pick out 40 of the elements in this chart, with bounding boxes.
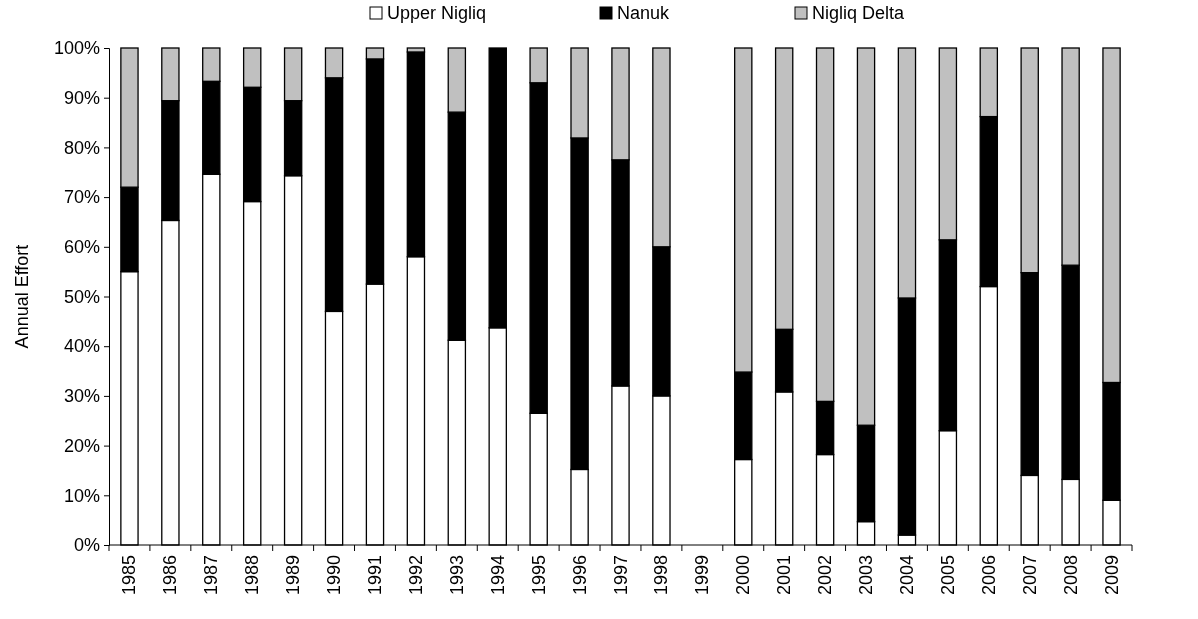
x-tick-label: 2009 bbox=[1101, 555, 1122, 596]
x-tick-label: 1989 bbox=[283, 555, 304, 596]
y-tick-label: 80% bbox=[63, 137, 100, 158]
x-tick-label: 1991 bbox=[364, 555, 385, 596]
y-axis-title: Annual Effort bbox=[12, 244, 32, 349]
x-tick-label: 1993 bbox=[446, 555, 467, 596]
y-tick-label: 60% bbox=[63, 237, 100, 258]
x-tick-label: 2000 bbox=[733, 555, 754, 596]
y-tick-label: 100% bbox=[53, 38, 100, 59]
x-tick-label: 2002 bbox=[815, 555, 836, 596]
y-tick-label: 40% bbox=[63, 336, 100, 357]
x-tick-label: 1987 bbox=[201, 555, 222, 596]
x-tick-label: 2003 bbox=[856, 555, 877, 596]
x-tick-label: 1988 bbox=[242, 555, 263, 596]
x-tick-label: 1996 bbox=[569, 555, 590, 596]
x-tick-label: 2004 bbox=[896, 555, 917, 596]
y-tick-label: 30% bbox=[63, 386, 100, 407]
x-tick-label: 1995 bbox=[528, 555, 549, 596]
x-tick-label: 1986 bbox=[160, 555, 181, 596]
x-tick-label: 2001 bbox=[774, 555, 795, 596]
y-tick-label: 0% bbox=[73, 535, 100, 556]
legend-label: Upper Nigliq bbox=[387, 3, 487, 23]
y-tick-label: 90% bbox=[63, 87, 100, 108]
legend-label: Nanuk bbox=[617, 3, 671, 23]
y-tick-label: 10% bbox=[63, 485, 100, 506]
x-tick-label: 1998 bbox=[651, 555, 672, 596]
x-tick-label: 1992 bbox=[405, 555, 426, 596]
y-tick-label: 20% bbox=[63, 435, 100, 456]
x-tick-label: 1999 bbox=[692, 555, 713, 596]
x-tick-label: 2005 bbox=[937, 555, 958, 596]
x-tick-label: 2008 bbox=[1060, 555, 1081, 596]
x-tick-label: 1985 bbox=[119, 555, 140, 596]
y-tick-label: 70% bbox=[63, 187, 100, 208]
y-tick-label: 50% bbox=[63, 286, 100, 307]
x-tick-label: 1997 bbox=[610, 555, 631, 596]
x-tick-label: 1990 bbox=[324, 555, 345, 596]
x-tick-label: 2006 bbox=[978, 555, 999, 596]
legend-label: Nigliq Delta bbox=[812, 3, 906, 23]
x-tick-label: 2007 bbox=[1019, 555, 1040, 596]
x-tick-label: 1994 bbox=[487, 555, 508, 596]
